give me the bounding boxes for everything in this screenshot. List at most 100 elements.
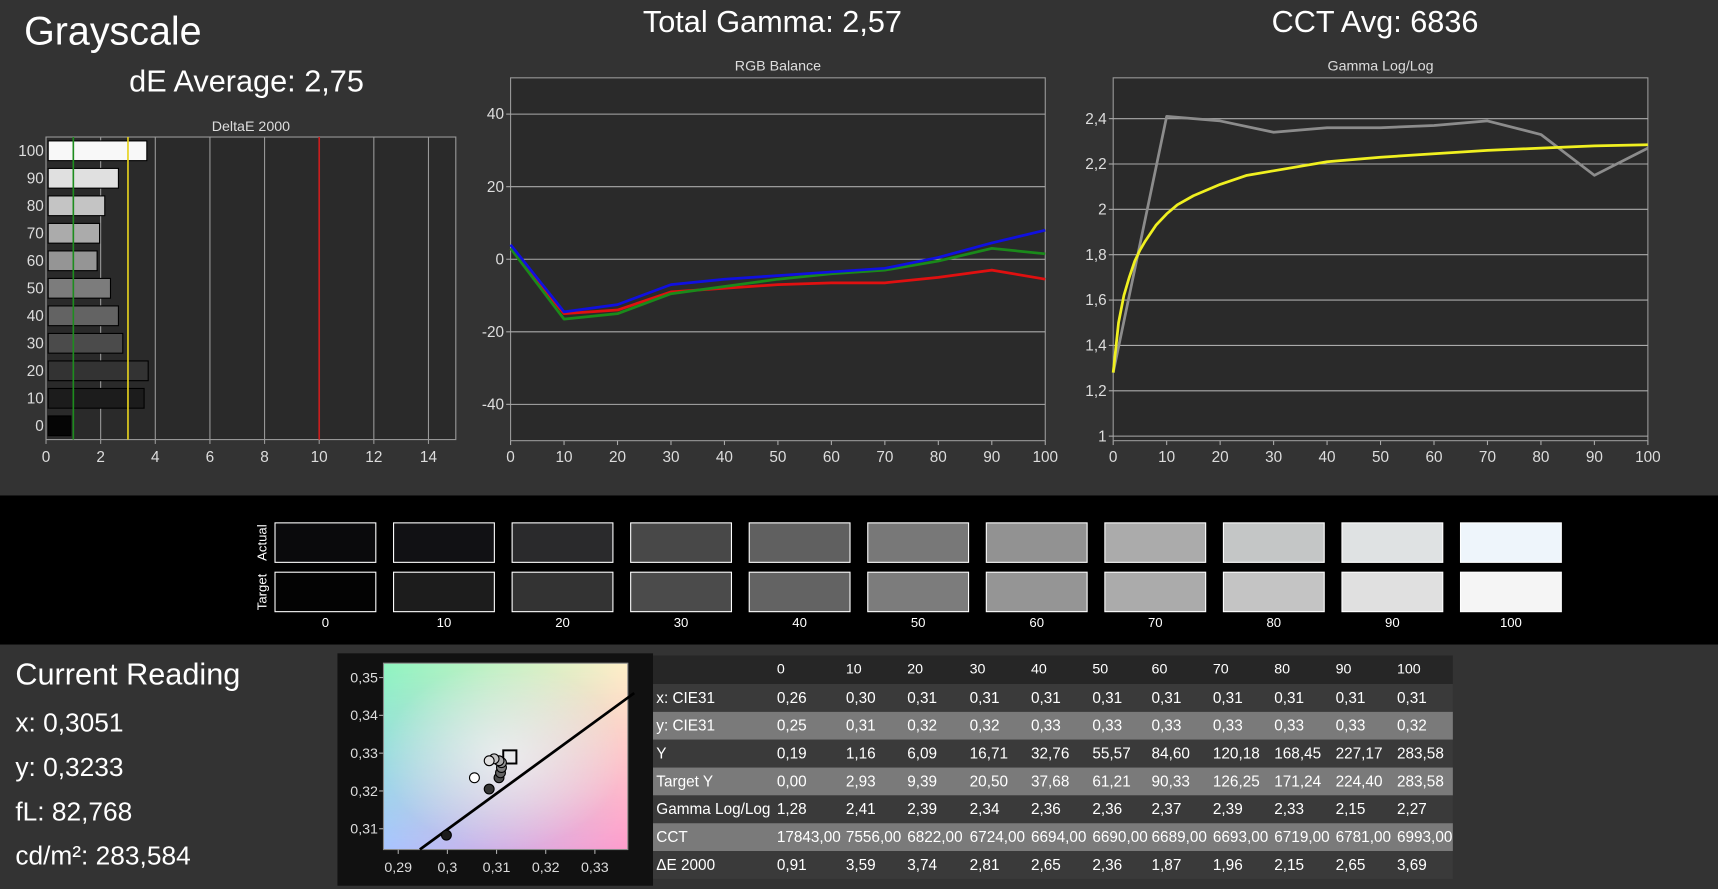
- target-swatch: [1104, 571, 1207, 613]
- table-cell: 0,32: [907, 718, 937, 735]
- y-tick-label: 100: [18, 143, 44, 160]
- table-cell: 6690,00: [1092, 829, 1147, 846]
- y-tick-label: 0: [35, 418, 44, 435]
- table-cell: 16,71: [970, 746, 1008, 763]
- y-tick-label: -40: [482, 397, 504, 414]
- table-cell: 2,81: [970, 857, 1000, 874]
- y-tick-label: -20: [482, 324, 504, 341]
- table-header: 50: [1092, 662, 1108, 678]
- table-cell: 171,24: [1274, 773, 1321, 790]
- y-tick-label: 10: [27, 390, 44, 407]
- swatch-label: 100: [1500, 615, 1522, 630]
- table-cell: 2,93: [846, 773, 876, 790]
- y-tick-label: 1,6: [1085, 292, 1106, 309]
- planckian-locus: [419, 691, 636, 851]
- table-header: 0: [777, 662, 785, 678]
- swatch-band: [0, 495, 1718, 645]
- y-tick-label: 1,4: [1085, 338, 1107, 355]
- x-tick-label: 6: [206, 449, 215, 466]
- table-cell: 0,31: [970, 690, 1000, 707]
- table-cell: 2,37: [1152, 801, 1182, 818]
- x-tick-label: 10: [1158, 449, 1175, 466]
- target-swatch: [1341, 571, 1444, 613]
- table-cell: 3,59: [846, 857, 876, 874]
- x-tick-label: 90: [983, 449, 1000, 466]
- target-swatch: [1222, 571, 1325, 613]
- table-cell: 2,36: [1092, 857, 1122, 874]
- swatch-row-label: Actual: [254, 524, 269, 561]
- x-tick-label: 30: [1265, 449, 1282, 466]
- table-cell: 0,26: [777, 690, 807, 707]
- bar: [47, 332, 124, 354]
- table-header: 100: [1397, 662, 1421, 678]
- table-cell: 84,60: [1152, 746, 1190, 763]
- table-cell: y: CIE31: [656, 718, 715, 735]
- y-tick-label: 0,33: [350, 746, 378, 762]
- x-tick-label: 2: [96, 449, 105, 466]
- bar: [47, 305, 119, 327]
- series-line: [509, 246, 1046, 321]
- table-cell: 0,33: [1092, 718, 1122, 735]
- table-cell: 32,76: [1031, 746, 1069, 763]
- swatch-label: 30: [674, 615, 689, 630]
- x-tick-label: 0,3: [437, 860, 457, 876]
- actual-swatch: [1222, 522, 1325, 563]
- table-row-bg: [653, 711, 1453, 740]
- bar: [47, 277, 112, 299]
- table-cell: 0,33: [1336, 718, 1366, 735]
- table-cell: x: CIE31: [656, 690, 715, 707]
- swatch-label: 80: [1267, 615, 1282, 630]
- table-cell: 1,96: [1213, 857, 1243, 874]
- swatch-label: 0: [322, 615, 329, 630]
- table-cell: 2,15: [1274, 857, 1304, 874]
- table-cell: 2,65: [1031, 857, 1061, 874]
- x-tick-label: 40: [716, 449, 733, 466]
- swatch-label: 90: [1385, 615, 1400, 630]
- table-cell: 0,31: [1031, 690, 1061, 707]
- table-row-bg: [653, 684, 1453, 712]
- target-swatch: [274, 571, 377, 613]
- table-cell: 2,39: [907, 801, 937, 818]
- table-cell: 1,16: [846, 746, 876, 763]
- actual-swatch: [511, 522, 614, 563]
- table-cell: 0,33: [1274, 718, 1304, 735]
- table-header: 10: [846, 662, 862, 678]
- table-header: 20: [907, 662, 923, 678]
- point: [483, 755, 495, 767]
- table-cell: 7556,00: [846, 829, 901, 846]
- table-cell: 283,58: [1397, 773, 1444, 790]
- table-cell: 20,50: [970, 773, 1008, 790]
- table-cell: 0,32: [970, 718, 1000, 735]
- bar: [47, 360, 149, 382]
- table-header: 40: [1031, 662, 1047, 678]
- target-swatch: [1459, 571, 1562, 613]
- x-tick-label: 20: [609, 449, 626, 466]
- x-tick-label: 14: [420, 449, 438, 466]
- bar: [47, 387, 145, 409]
- y-tick-label: 70: [27, 225, 44, 242]
- swatch-label: 20: [555, 615, 570, 630]
- target-swatch: [985, 571, 1088, 613]
- y-tick-label: 30: [27, 335, 44, 352]
- table-cell: Y: [656, 746, 666, 763]
- x-tick-label: 60: [823, 449, 840, 466]
- table-cell: 0,31: [1397, 690, 1427, 707]
- y-tick-label: 1: [1098, 428, 1107, 445]
- table-cell: 6724,00: [970, 829, 1025, 846]
- target-swatch: [748, 571, 851, 613]
- table-cell: 0,33: [1152, 718, 1182, 735]
- reading-value: cd/m²: 283,584: [15, 841, 190, 871]
- table-row-bg: [653, 823, 1453, 852]
- x-tick-label: 80: [930, 449, 947, 466]
- y-tick-label: 0,32: [350, 784, 378, 800]
- table-cell: 6,09: [907, 746, 937, 763]
- x-tick-label: 0,29: [384, 860, 412, 876]
- table-cell: 0,31: [907, 690, 937, 707]
- x-tick-label: 20: [1212, 449, 1229, 466]
- actual-swatch: [1104, 522, 1207, 563]
- actual-swatch: [748, 522, 851, 563]
- chart-title: DeltaE 2000: [212, 119, 290, 135]
- y-tick-label: 90: [27, 170, 44, 187]
